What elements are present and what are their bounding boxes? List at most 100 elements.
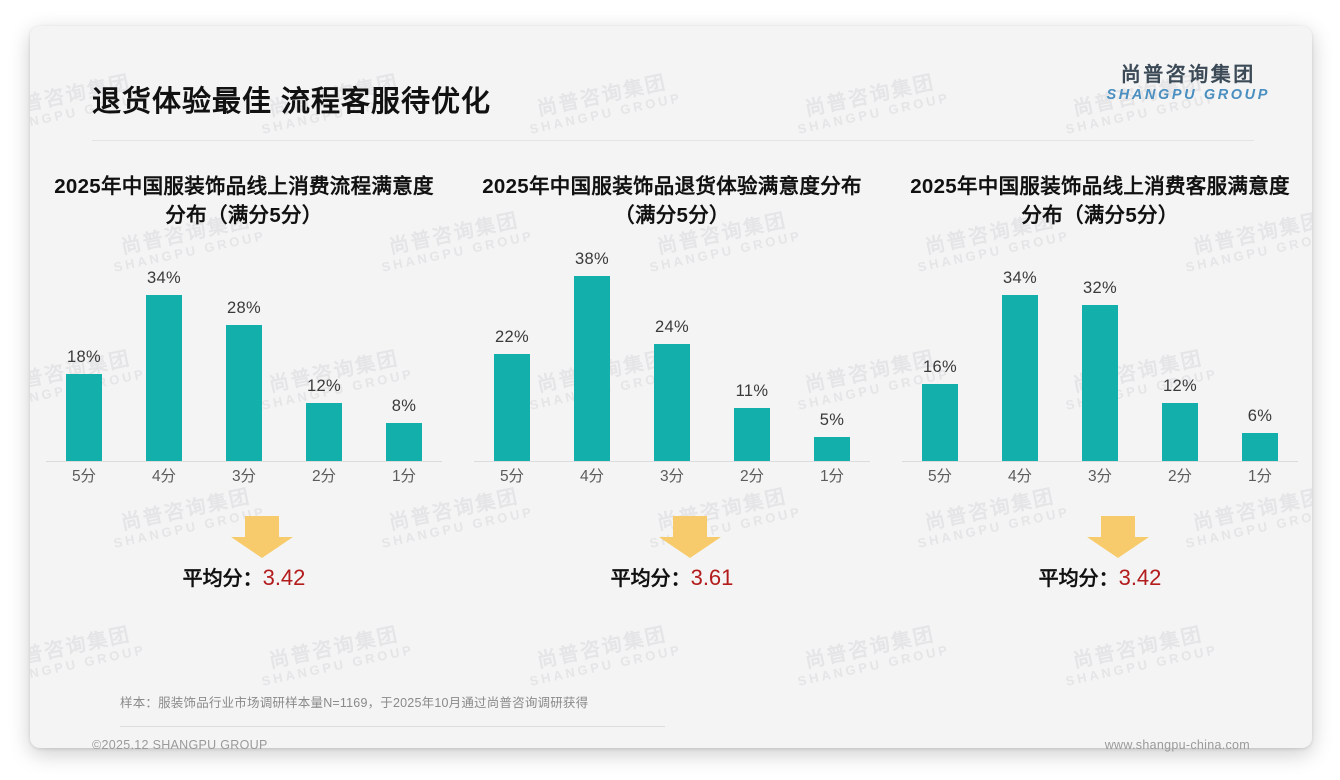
bar-value-label: 11% <box>735 382 769 401</box>
bar-value-label: 12% <box>307 377 341 396</box>
chart-title: 2025年中国服装饰品线上消费客服满意度分布（满分5分） <box>910 175 1290 228</box>
bar-chart: 18% 34% 28% 12% 8% 5分 4分 3分 2分 1分 <box>44 248 444 488</box>
bar[interactable] <box>306 403 342 463</box>
bar-column[interactable]: 24% <box>638 248 706 463</box>
average-score-label: 平均分： <box>182 568 263 591</box>
bar-column[interactable]: 11% <box>718 248 786 463</box>
average-score-label: 平均分： <box>610 568 691 591</box>
arrow-stem <box>1101 516 1135 538</box>
arrow-stem <box>673 516 707 538</box>
bar-value-label: 32% <box>1083 279 1117 298</box>
chart-panel-1: 2025年中国服装饰品线上消费流程满意度分布（满分5分） 18% 34% 28% 12%… <box>30 154 458 674</box>
x-axis-tick-label: 4分 <box>579 468 605 486</box>
chart-title: 2025年中国服装饰品退货体验满意度分布（满分5分） <box>482 175 862 228</box>
slide-header: 退货体验最佳 流程客服待优化 尚普咨询集团 SHANGPU GROUP <box>30 26 1312 141</box>
plot-area: 18% 34% 28% 12% 8% <box>44 248 444 463</box>
bar-column[interactable]: 18% <box>50 248 118 463</box>
x-axis-tick-label: 1分 <box>391 468 417 486</box>
average-score-value: 3.42 <box>262 565 306 591</box>
arrow-head <box>231 537 293 559</box>
x-axis-tick-label: 1分 <box>819 468 845 486</box>
bar-chart: 16% 34% 32% 12% 6% 5分 4分 3分 2分 1分 <box>900 248 1300 488</box>
x-axis-tick-label: 3分 <box>1087 468 1113 486</box>
x-axis-tick-label: 5分 <box>499 468 525 486</box>
average-score-block: 平均分：3.42 <box>99 516 389 602</box>
bar-value-label: 12% <box>1163 377 1197 396</box>
bar[interactable] <box>226 325 262 463</box>
average-score-text: 平均分：3.61 <box>527 562 817 591</box>
bar-chart: 22% 38% 24% 11% 5% 5分 4分 3分 2分 1分 <box>472 248 872 488</box>
down-arrow-icon <box>231 516 293 559</box>
logo-english-text: SHANGPU GROUP <box>1106 87 1270 103</box>
bar-value-label: 18% <box>67 348 101 367</box>
x-axis-tick-label: 4分 <box>151 468 177 486</box>
x-axis-tick-label: 5分 <box>927 468 953 486</box>
average-score-text: 平均分：3.42 <box>955 562 1245 591</box>
bar[interactable] <box>494 354 530 463</box>
x-axis-tick-label: 5分 <box>71 468 97 486</box>
bar-column[interactable]: 12% <box>290 248 358 463</box>
bar-value-label: 28% <box>227 299 261 318</box>
chart-panel-3: 2025年中国服装饰品线上消费客服满意度分布（满分5分） 16% 34% 32% 12%… <box>886 154 1312 674</box>
sample-note: 样本：服装饰品行业市场调研样本量N=1169，于2025年10月通过尚普咨询调研… <box>120 696 589 710</box>
bar-value-label: 6% <box>1247 407 1273 426</box>
bar[interactable] <box>814 437 850 463</box>
company-logo: 尚普咨询集团 SHANGPU GROUP <box>1106 64 1270 104</box>
bar-column[interactable]: 5% <box>798 248 866 463</box>
bar[interactable] <box>574 276 610 463</box>
x-axis-labels: 5分 4分 3分 2分 1分 <box>44 462 444 488</box>
average-score-value: 3.61 <box>690 565 734 591</box>
website-link[interactable]: www.shangpu-china.com <box>1104 738 1250 752</box>
copyright-text: ©2025.12 SHANGPU GROUP <box>92 738 268 752</box>
average-score-text: 平均分：3.42 <box>99 562 389 591</box>
bar-column[interactable]: 38% <box>558 248 626 463</box>
bar-column[interactable]: 12% <box>1146 248 1214 463</box>
down-arrow-icon <box>659 516 721 559</box>
bar[interactable] <box>1082 305 1118 463</box>
bar[interactable] <box>1162 403 1198 463</box>
average-score-block: 平均分：3.42 <box>955 516 1245 602</box>
chart-panel-2: 2025年中国服装饰品退货体验满意度分布（满分5分） 22% 38% 24% 11% 5%… <box>458 154 886 674</box>
bar-value-label: 22% <box>495 328 529 347</box>
bar-column[interactable]: 34% <box>130 248 198 463</box>
logo-chinese-text: 尚普咨询集团 <box>1120 64 1256 86</box>
bar[interactable] <box>1242 433 1278 463</box>
x-axis-line <box>474 461 870 463</box>
page-title: 退货体验最佳 流程客服待优化 <box>92 86 492 118</box>
x-axis-tick-label: 2分 <box>739 468 765 486</box>
bar[interactable] <box>386 423 422 463</box>
bar[interactable] <box>734 408 770 463</box>
average-score-value: 3.42 <box>1118 565 1162 591</box>
arrow-head <box>1087 537 1149 559</box>
chart-title: 2025年中国服装饰品线上消费流程满意度分布（满分5分） <box>54 175 434 228</box>
bar[interactable] <box>1002 295 1038 463</box>
bar-column[interactable]: 32% <box>1066 248 1134 463</box>
bottom-bar: ©2025.12 SHANGPU GROUP www.shangpu-china… <box>30 732 1312 758</box>
slide-card: 尚普咨询集团 SHANGPU GROUP 尚普咨询集团 SHANGPU GROUP 尚普… <box>30 26 1312 748</box>
bar-value-label: 8% <box>391 397 417 416</box>
x-axis-tick-label: 2分 <box>311 468 337 486</box>
bar-column[interactable]: 34% <box>986 248 1054 463</box>
chart-panels: 2025年中国服装饰品线上消费流程满意度分布（满分5分） 18% 34% 28% 12%… <box>30 154 1312 674</box>
bar[interactable] <box>654 344 690 463</box>
bar-value-label: 38% <box>575 250 609 269</box>
x-axis-labels: 5分 4分 3分 2分 1分 <box>472 462 872 488</box>
down-arrow-icon <box>1087 516 1149 559</box>
bar[interactable] <box>146 295 182 463</box>
x-axis-tick-label: 4分 <box>1007 468 1033 486</box>
bar-column[interactable]: 22% <box>478 248 546 463</box>
bar-value-label: 5% <box>819 411 845 430</box>
plot-area: 16% 34% 32% 12% 6% <box>900 248 1300 463</box>
x-axis-tick-label: 2分 <box>1167 468 1193 486</box>
arrow-stem <box>245 516 279 538</box>
x-axis-tick-label: 1分 <box>1247 468 1273 486</box>
bar[interactable] <box>922 384 958 463</box>
bar-column[interactable]: 6% <box>1226 248 1294 463</box>
bar-column[interactable]: 16% <box>906 248 974 463</box>
bar-value-label: 34% <box>1003 269 1037 288</box>
bar-column[interactable]: 8% <box>370 248 438 463</box>
plot-area: 22% 38% 24% 11% 5% <box>472 248 872 463</box>
bar[interactable] <box>66 374 102 463</box>
bar-column[interactable]: 28% <box>210 248 278 463</box>
x-axis-line <box>902 461 1298 463</box>
